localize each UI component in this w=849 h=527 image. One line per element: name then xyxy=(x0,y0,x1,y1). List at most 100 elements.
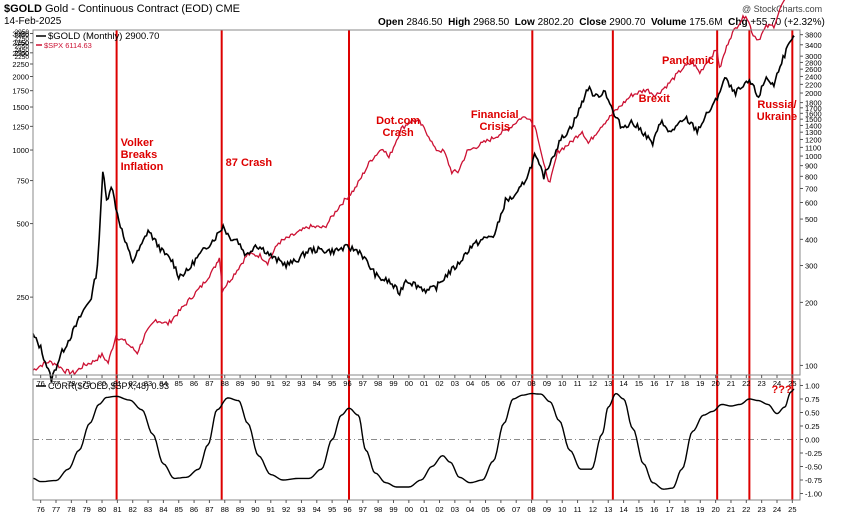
corr-x-tick-label: 10 xyxy=(558,505,566,514)
right-axis-tick-label: 200 xyxy=(805,298,818,307)
price-x-tick-label: 23 xyxy=(757,379,765,388)
right-axis-tick-label: 300 xyxy=(805,262,818,271)
high-label: High xyxy=(448,17,471,28)
price-x-tick-label: 08 xyxy=(527,379,535,388)
price-x-tick-label: 76 xyxy=(36,379,44,388)
corr-x-tick-label: 78 xyxy=(67,505,75,514)
corr-x-tick-label: 14 xyxy=(619,505,627,514)
right-axis-tick-label: 1300 xyxy=(805,128,822,137)
right-axis-tick-label: 3800 xyxy=(805,31,822,40)
price-x-tick-label: 78 xyxy=(67,379,75,388)
price-x-tick-label: 14 xyxy=(619,379,627,388)
corr-x-tick-label: 17 xyxy=(665,505,673,514)
left-axis-tick-label: 500 xyxy=(16,220,29,229)
price-x-tick-label: 77 xyxy=(52,379,60,388)
corr-x-tick-label: 02 xyxy=(435,505,443,514)
price-x-tick-label: 21 xyxy=(727,379,735,388)
event-label: Volker Breaks Inflation xyxy=(121,137,164,173)
volume-label: Volume xyxy=(651,17,687,28)
left-axis-tick-label: 2250 xyxy=(12,60,29,69)
close-label: Close xyxy=(579,17,607,28)
right-axis-tick-label: 900 xyxy=(805,162,818,171)
right-axis-tick-label: 2000 xyxy=(805,89,822,98)
corr-axis-tick-label: 0.50 xyxy=(805,408,820,417)
corr-x-tick-label: 01 xyxy=(420,505,428,514)
corr-axis-tick-label: -1.00 xyxy=(805,490,822,499)
corr-x-tick-label: 00 xyxy=(405,505,413,514)
corr-x-tick-label: 19 xyxy=(696,505,704,514)
left-axis-stacked-label: 2550 xyxy=(15,43,30,50)
corr-x-tick-label: 05 xyxy=(481,505,489,514)
corr-axis-tick-label: -0.75 xyxy=(805,476,822,485)
right-axis-tick-label: 800 xyxy=(805,172,818,181)
corr-x-tick-label: 95 xyxy=(328,505,336,514)
left-axis-stacked-label: 2950 xyxy=(15,29,30,36)
chg-label: Chg xyxy=(728,17,748,28)
price-x-tick-label: 80 xyxy=(98,379,106,388)
corr-x-tick-label: 21 xyxy=(727,505,735,514)
event-label: Russia/Ukraine xyxy=(757,99,797,123)
price-x-tick-label: 92 xyxy=(282,379,290,388)
price-x-tick-label: 09 xyxy=(543,379,551,388)
header-date: 14-Feb-2025 xyxy=(4,16,62,27)
corr-x-tick-label: 91 xyxy=(267,505,275,514)
right-axis-tick-label: 100 xyxy=(805,361,818,370)
price-x-tick-label: 81 xyxy=(113,379,121,388)
right-axis-tick-label: 3000 xyxy=(805,52,822,61)
corr-x-tick-label: 93 xyxy=(297,505,305,514)
corr-x-tick-label: 84 xyxy=(159,505,167,514)
price-x-tick-label: 95 xyxy=(328,379,336,388)
corr-x-tick-label: 99 xyxy=(389,505,397,514)
price-x-tick-label: 83 xyxy=(144,379,152,388)
event-label: ??? xyxy=(772,384,792,396)
header-name: Gold - Continuous Contract (EOD) xyxy=(44,3,213,15)
right-axis-tick-label: 600 xyxy=(805,199,818,208)
corr-x-tick-label: 18 xyxy=(681,505,689,514)
price-x-tick-label: 88 xyxy=(221,379,229,388)
price-panel-frame xyxy=(32,29,801,376)
right-axis-tick-label: 1400 xyxy=(805,121,822,130)
price-x-tick-label: 90 xyxy=(251,379,259,388)
low-value: 2802.20 xyxy=(537,17,574,28)
event-label: Pandemic xyxy=(662,55,714,67)
corr-x-tick-label: 94 xyxy=(313,505,321,514)
left-axis-tick-label: 2000 xyxy=(12,72,29,81)
price-x-tick-label: 06 xyxy=(497,379,505,388)
corr-x-tick-label: 96 xyxy=(343,505,351,514)
corr-x-tick-label: 90 xyxy=(251,505,259,514)
price-x-tick-label: 12 xyxy=(589,379,597,388)
corr-x-tick-label: 16 xyxy=(650,505,658,514)
right-axis-tick-label: 2800 xyxy=(805,58,822,67)
header-ohlc: Open 2846.50 High 2968.50 Low 2802.20 Cl… xyxy=(378,17,825,28)
corr-x-tick-label: 07 xyxy=(512,505,520,514)
corr-x-tick-label: 76 xyxy=(36,505,44,514)
corr-x-tick-label: 77 xyxy=(52,505,60,514)
corr-x-tick-label: 86 xyxy=(190,505,198,514)
legend-gold: $GOLD (Monthly) 2900.70 xyxy=(48,31,159,42)
price-x-tick-label: 01 xyxy=(420,379,428,388)
high-value: 2968.50 xyxy=(473,17,510,28)
right-axis-tick-label: 1200 xyxy=(805,135,822,144)
right-axis-tick-label: 1500 xyxy=(805,115,822,124)
corr-x-tick-label: 88 xyxy=(221,505,229,514)
event-label-line: Pandemic xyxy=(662,55,714,67)
price-x-tick-label: 17 xyxy=(665,379,673,388)
corr-x-tick-label: 87 xyxy=(205,505,213,514)
price-x-tick-label: 00 xyxy=(405,379,413,388)
spx-line xyxy=(32,0,788,376)
event-label-line: Volker xyxy=(121,137,155,149)
left-axis-stacked-label: 2650 xyxy=(15,40,30,47)
right-axis-tick-label: 2200 xyxy=(805,80,822,89)
price-x-tick-label: 87 xyxy=(205,379,213,388)
event-label-line: Inflation xyxy=(121,161,164,173)
axes: 2505007501000125015001750200022502500275… xyxy=(12,29,822,514)
left-axis-tick-label: 1500 xyxy=(12,103,29,112)
corr-x-tick-label: 82 xyxy=(129,505,137,514)
right-axis-tick-label: 400 xyxy=(805,235,818,244)
price-x-tick-label: 13 xyxy=(604,379,612,388)
corr-x-tick-label: 13 xyxy=(604,505,612,514)
price-x-tick-label: 07 xyxy=(512,379,520,388)
right-axis-tick-label: 2400 xyxy=(805,72,822,81)
corr-x-tick-label: 92 xyxy=(282,505,290,514)
